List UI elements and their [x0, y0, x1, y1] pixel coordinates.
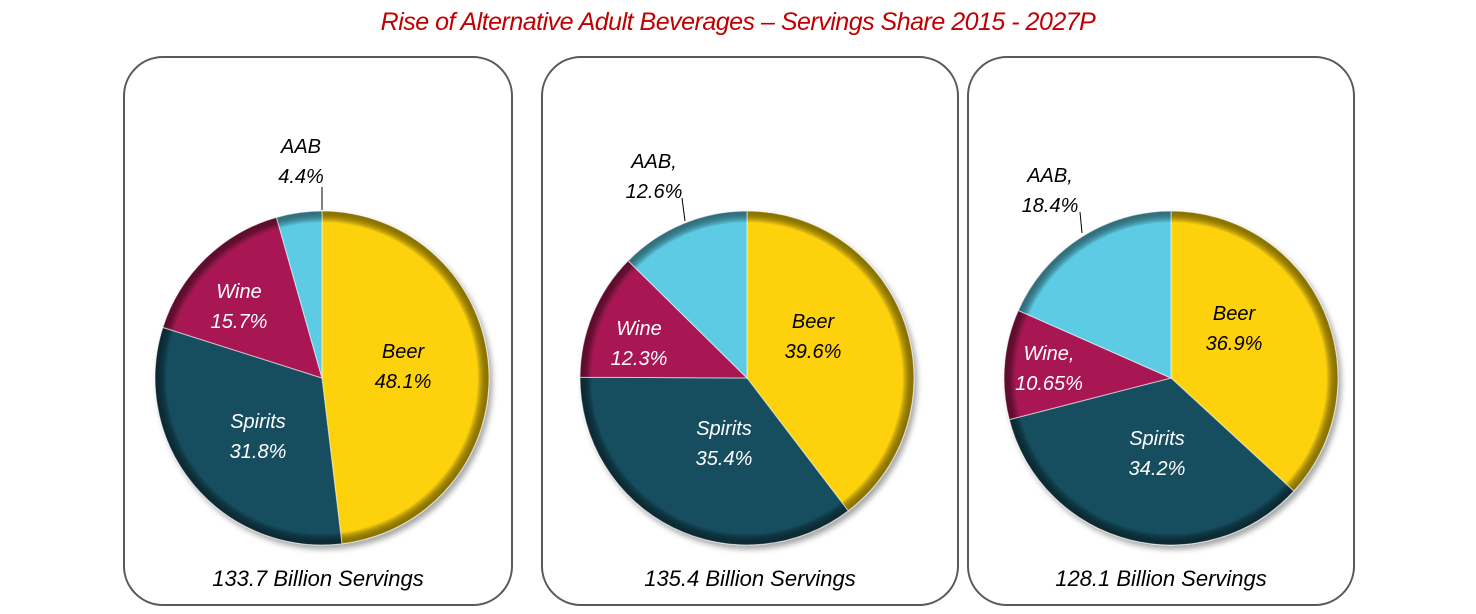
pie-slice-spirits-bevel — [154, 326, 343, 546]
slice-label-spirits: Spirits — [230, 411, 286, 433]
pie-slice-spirits-bevel — [1008, 377, 1295, 546]
slice-label-aab: AAB, — [630, 151, 677, 173]
slice-label-wine: Wine — [616, 318, 661, 340]
aab-leader-line — [681, 197, 686, 222]
pie-slice-aab-bevel — [627, 210, 748, 380]
slice-value-wine: 10.65% — [1015, 373, 1083, 395]
pie-chart-3: Beer 36.9% Spirits 34.2% Wine, 10.65% AAB, 18.4… — [1003, 165, 1339, 546]
pie-slice-beer-bevel — [1170, 210, 1339, 492]
pie-panel-1: Beer 48.1% Spirits 31.8% Wine 15.7% AAB 4.4% 13… — [123, 56, 513, 606]
slice-value-aab: 18.4% — [1022, 195, 1079, 217]
pie-panel-2: Beer 39.6% Spirits 35.4% Wine 12.3% AAB, 12.6% … — [541, 56, 959, 606]
slice-value-spirits: 35.4% — [696, 448, 753, 470]
slice-value-wine: 15.7% — [211, 311, 268, 333]
slice-label-wine: Wine — [216, 281, 261, 303]
pie-slice-wine-bevel — [1003, 309, 1173, 421]
slice-value-wine: 12.3% — [611, 348, 668, 370]
slice-value-beer: 36.9% — [1206, 333, 1263, 355]
slice-label-aab: AAB, — [1026, 165, 1073, 187]
slice-value-spirits: 31.8% — [230, 441, 287, 463]
pie-slice-beer-bevel — [321, 210, 490, 545]
pie-slice-beer-bevel — [746, 210, 915, 512]
slice-value-aab: 4.4% — [278, 166, 324, 188]
total-servings-label: 135.4 Billion Servings — [644, 566, 856, 591]
pie-slice-spirits-bevel — [579, 376, 849, 546]
pie-chart-1: Beer 48.1% Spirits 31.8% Wine 15.7% AAB 4.4% — [154, 136, 490, 546]
chart-title: Rise of Alternative Adult Beverages – Se… — [380, 8, 1096, 36]
slice-label-beer: Beer — [1213, 303, 1257, 325]
slice-value-aab: 12.6% — [626, 181, 683, 203]
pie-slice-aab-bevel — [1017, 210, 1172, 379]
slice-label-aab: AAB — [280, 136, 321, 158]
pie-slice-wine-bevel — [162, 216, 323, 379]
slice-label-spirits: Spirits — [1129, 428, 1185, 450]
slice-label-wine: Wine, — [1024, 343, 1075, 365]
pie-slice-wine-bevel — [579, 260, 749, 379]
pie-slice-aab-bevel — [275, 210, 323, 379]
total-servings-label: 128.1 Billion Servings — [1055, 566, 1267, 591]
slice-value-spirits: 34.2% — [1129, 458, 1186, 480]
total-servings-label: 133.7 Billion Servings — [212, 566, 424, 591]
slice-value-beer: 48.1% — [375, 371, 432, 393]
slice-label-beer: Beer — [792, 311, 836, 333]
slice-label-beer: Beer — [382, 341, 426, 363]
slice-label-spirits: Spirits — [696, 418, 752, 440]
slice-value-beer: 39.6% — [785, 341, 842, 363]
aab-leader-line — [1079, 211, 1083, 234]
pie-chart-2: Beer 39.6% Spirits 35.4% Wine 12.3% AAB, 12.6% — [579, 151, 915, 546]
pie-panel-3: Beer 36.9% Spirits 34.2% Wine, 10.65% AAB, 18.4… — [967, 56, 1355, 606]
